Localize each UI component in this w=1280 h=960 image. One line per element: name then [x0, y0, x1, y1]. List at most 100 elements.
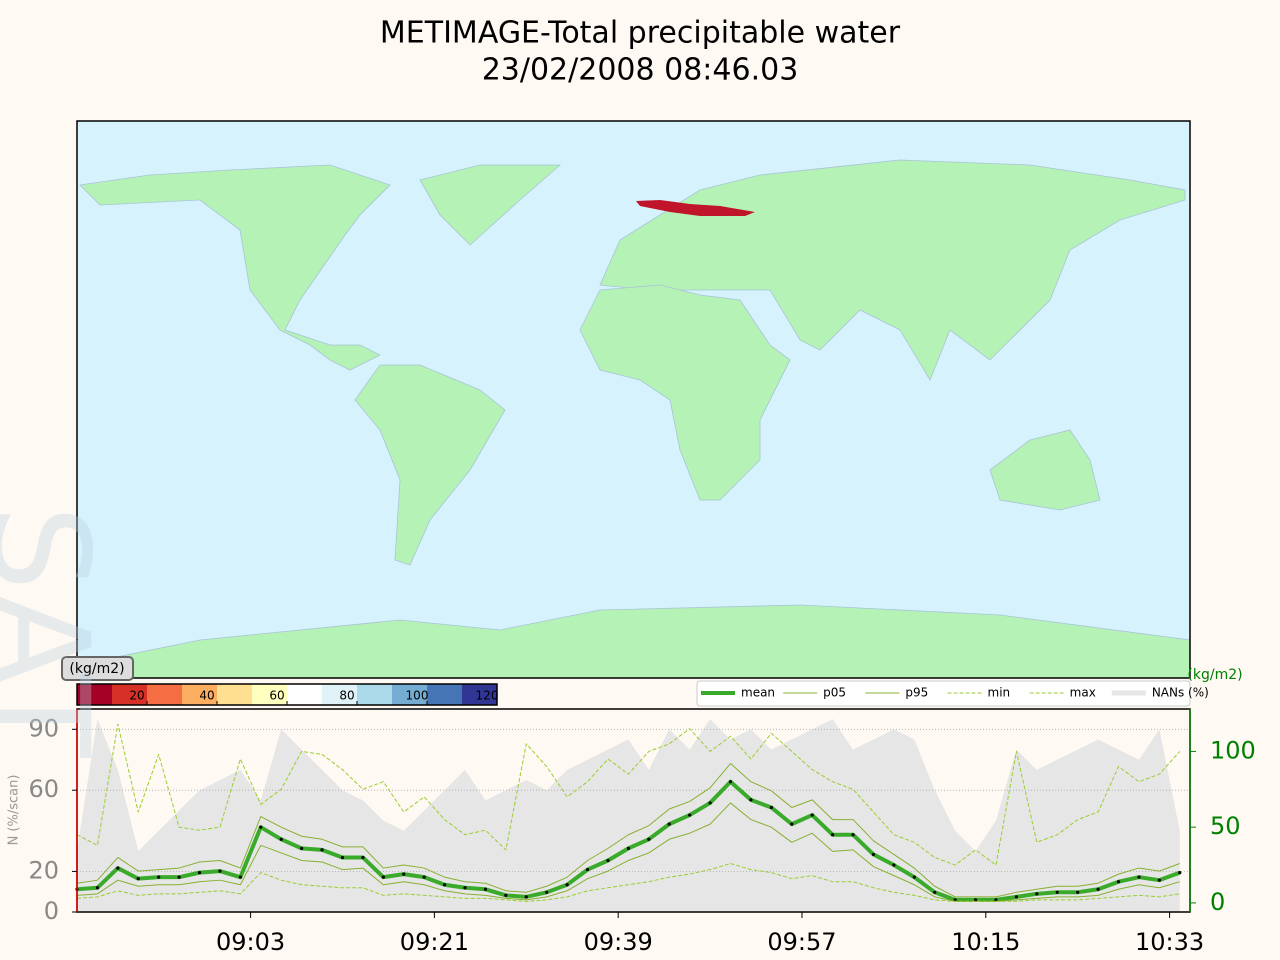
mean-marker [810, 813, 814, 817]
mean-marker [1137, 875, 1141, 879]
mean-marker [422, 875, 426, 879]
x-tick-label: 09:39 [584, 928, 653, 956]
mean-marker [279, 837, 283, 841]
colorbar-tick-label: 40 [199, 689, 214, 703]
y2-axis-label: (kg/m2) [1187, 667, 1242, 683]
mean-marker [953, 898, 957, 902]
mean-marker [1014, 895, 1019, 899]
mean-marker [300, 846, 304, 850]
mean-marker [545, 890, 549, 894]
colorbar-bin [357, 684, 393, 705]
map [76, 120, 1191, 679]
map-frame [76, 120, 1191, 679]
colorbar-tick-label: 20 [129, 689, 144, 703]
y-tick-label: 90 [28, 714, 59, 742]
mean-marker [1035, 892, 1039, 896]
chart-title: METIMAGE-Total precipitable water [380, 16, 901, 51]
mean-marker [1076, 890, 1080, 894]
legend-label: NANs (%) [1152, 686, 1209, 700]
nan-area [77, 719, 1180, 912]
colorbar-label-box [61, 656, 134, 681]
colorbar-bin [287, 684, 323, 705]
mean-marker [933, 890, 937, 894]
x-tick-label: 09:57 [767, 928, 836, 956]
mean-marker [177, 875, 181, 879]
x-tick-label: 09:03 [216, 928, 285, 956]
mean-marker [728, 780, 733, 784]
mean-marker [259, 825, 263, 829]
mean-marker [749, 798, 753, 802]
y-axis-label: N (%/scan) [7, 775, 22, 846]
legend-label: max [1070, 686, 1096, 700]
data-swath [636, 200, 755, 216]
x-tick-label: 09:21 [400, 928, 469, 956]
y2-tick-label: 50 [1210, 812, 1241, 840]
mean-marker [871, 852, 876, 857]
series-line [76, 763, 1180, 898]
mean-marker [218, 869, 222, 873]
series-line [76, 863, 1180, 902]
mean-marker [157, 875, 161, 879]
mean-marker [831, 833, 835, 837]
mean-marker [606, 858, 610, 863]
colorbar-tick-label: 80 [339, 689, 354, 703]
mean-marker [626, 846, 630, 850]
timeseries: 0 20 60 90 0 50 100 09:03 09:21 09:39 09:57 10:15 10… [28, 680, 1256, 956]
colorbar-bin [182, 684, 218, 705]
mean-marker [892, 863, 896, 867]
mean-marker [667, 822, 671, 826]
colorbar-bin [147, 684, 183, 705]
colorbar-bin [427, 684, 463, 705]
colorbar-bin [217, 684, 253, 705]
mean-marker [320, 848, 324, 852]
mean-marker [1055, 890, 1059, 894]
mean-marker [116, 866, 120, 870]
y-tick-label: 20 [28, 856, 59, 884]
colorbar-bin [112, 684, 148, 705]
y-tick-label: 60 [28, 775, 59, 803]
mean-marker [973, 898, 978, 902]
legend: mean p05 p95 min max NANs (%) [696, 680, 1209, 707]
colorbar-tick-label: 60 [269, 689, 284, 703]
colorbar-bin [252, 684, 288, 705]
x-tick-label: 10:15 [951, 928, 1020, 956]
mean-marker [769, 805, 773, 810]
mean-marker [1116, 880, 1121, 884]
y2-tick-label: 100 [1210, 736, 1256, 764]
legend-label: mean [741, 686, 775, 700]
chart-subtitle: 23/02/2008 08:46.03 [482, 53, 799, 88]
x-tick-label: 10:33 [1135, 928, 1204, 956]
mean-marker [463, 886, 467, 890]
colorbar: 20 40 60 80 100 120 [76, 683, 499, 706]
legend-label: min [988, 686, 1011, 700]
colorbar-tick-label: 120 [476, 689, 499, 703]
mean-marker [565, 883, 569, 887]
mean-marker [340, 855, 345, 860]
mean-marker [381, 875, 385, 879]
mean-marker [483, 887, 488, 891]
mean-marker [688, 813, 692, 817]
colorbar-bin [462, 684, 498, 705]
mean-marker [197, 871, 202, 875]
mean-marker [361, 855, 365, 860]
mean-marker [851, 833, 855, 837]
watermark: SAT [0, 505, 118, 758]
y2-tick-label: 0 [1210, 888, 1225, 916]
colorbar-bin [322, 684, 358, 705]
mean-marker [790, 822, 794, 826]
mean-marker [504, 893, 508, 897]
colorbar-bin [392, 684, 428, 705]
colorbar-label: (kg/m2) [69, 661, 124, 677]
mean-marker [95, 886, 100, 890]
mean-marker [1157, 878, 1161, 882]
mean-marker [912, 875, 916, 879]
series-line [76, 723, 1181, 866]
mean-marker [442, 883, 447, 887]
colorbar-tick-label: 100 [406, 689, 429, 703]
mean-marker [994, 898, 998, 902]
legend-label: p95 [905, 686, 928, 700]
legend-frame [696, 680, 1191, 707]
mean-marker [402, 872, 406, 876]
